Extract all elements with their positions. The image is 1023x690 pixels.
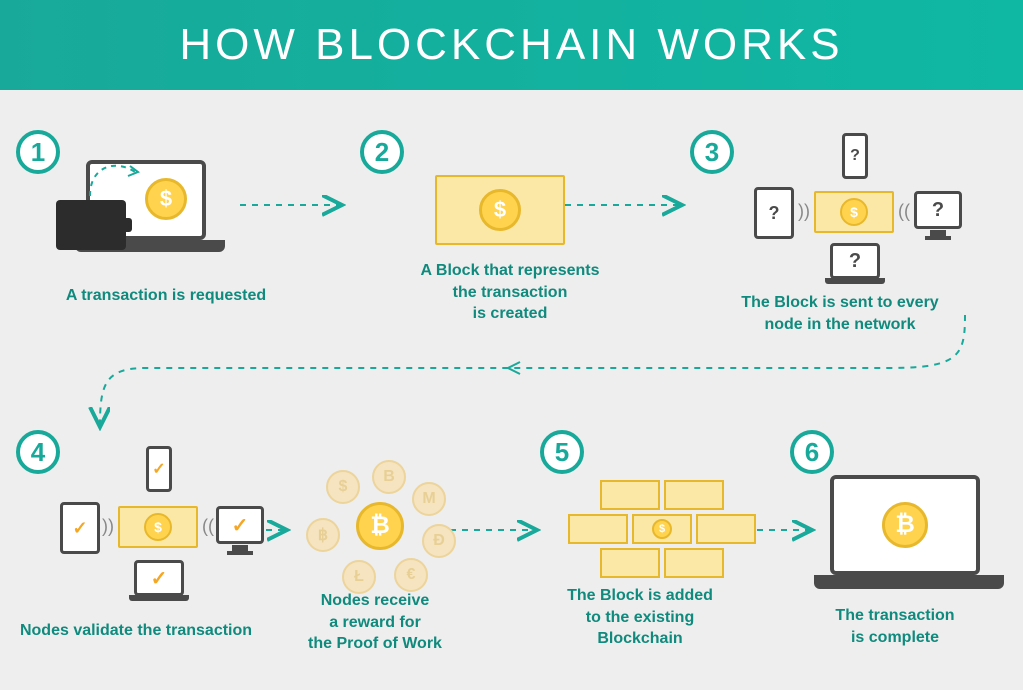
monitor-icon: ✓ [216, 506, 264, 544]
step-label: A Block that represents the transaction … [360, 260, 660, 325]
dollar-coin-icon: $ [479, 189, 521, 231]
brick-icon [600, 480, 660, 510]
step-2-icon: $ [435, 175, 565, 245]
dollar-coin-icon: $ [144, 513, 172, 541]
block-note-icon: $ [435, 175, 565, 245]
phone-icon: ✓ [146, 446, 172, 492]
dollar-coin-icon: $ [145, 178, 187, 220]
phone-icon: ? [842, 133, 868, 179]
tablet-icon: ? [754, 187, 794, 239]
page-title: HOW BLOCKCHAIN WORKS [179, 20, 843, 70]
brick-icon [664, 480, 724, 510]
step-5-icon: $ [580, 480, 780, 580]
faded-coin-icon: Ł [342, 560, 376, 594]
step-number: 5 [540, 430, 584, 474]
step-number: 6 [790, 430, 834, 474]
laptop-icon: ₿ [830, 475, 980, 575]
step-6-icon: ₿ [830, 475, 980, 575]
faded-coin-icon: M [412, 482, 446, 516]
brick-icon: $ [632, 514, 692, 544]
brick-icon [568, 514, 628, 544]
wallet-to-coin-arrow [80, 154, 150, 204]
dollar-coin-icon: $ [652, 519, 672, 539]
step-3-icon: $ )) )) ? ? ? ? [750, 135, 950, 285]
step-number: 4 [16, 430, 60, 474]
signal-icon: )) [798, 201, 810, 222]
tablet-icon: ✓ [60, 502, 100, 554]
signal-icon: )) [898, 201, 910, 222]
bitcoin-coin-icon: ₿ [882, 502, 928, 548]
reward-icon: ₿ $ B M Ð € Ł ฿ [300, 460, 460, 590]
laptop-icon: ? [830, 243, 880, 279]
faded-coin-icon: ฿ [306, 518, 340, 552]
step-4-icon: $ )) )) ✓ ✓ ✓ ✓ [64, 440, 264, 610]
signal-icon: )) [102, 516, 114, 537]
faded-coin-icon: € [394, 558, 428, 592]
block-note-icon: $ [814, 191, 894, 233]
bitcoin-coin-icon: ₿ [356, 502, 404, 550]
monitor-icon: ? [914, 191, 962, 229]
diagram-canvas: 1 $ A transaction is requested 2 $ A Blo… [0, 90, 1023, 690]
wallet-icon [56, 200, 126, 250]
brick-icon [600, 548, 660, 578]
step-label: The transaction is complete [780, 605, 1010, 648]
reward-label: Nodes receive a reward for the Proof of … [270, 590, 480, 655]
signal-icon: )) [202, 516, 214, 537]
brick-icon [696, 514, 756, 544]
step-label: The Block is added to the existing Block… [520, 585, 760, 650]
step-number: 3 [690, 130, 734, 174]
step-label: Nodes validate the transaction [0, 620, 276, 642]
faded-coin-icon: B [372, 460, 406, 494]
header-banner: HOW BLOCKCHAIN WORKS [0, 0, 1023, 90]
step-1-icon: $ [86, 160, 206, 240]
laptop-icon: ✓ [134, 560, 184, 596]
block-note-icon: $ [118, 506, 198, 548]
dollar-coin-icon: $ [840, 198, 868, 226]
step-label: A transaction is requested [16, 285, 316, 307]
step-label: The Block is sent to every node in the n… [690, 292, 990, 335]
brick-icon [664, 548, 724, 578]
faded-coin-icon: $ [326, 470, 360, 504]
faded-coin-icon: Ð [422, 524, 456, 558]
laptop-base-icon [814, 575, 1004, 589]
step-number: 2 [360, 130, 404, 174]
step-number: 1 [16, 130, 60, 174]
